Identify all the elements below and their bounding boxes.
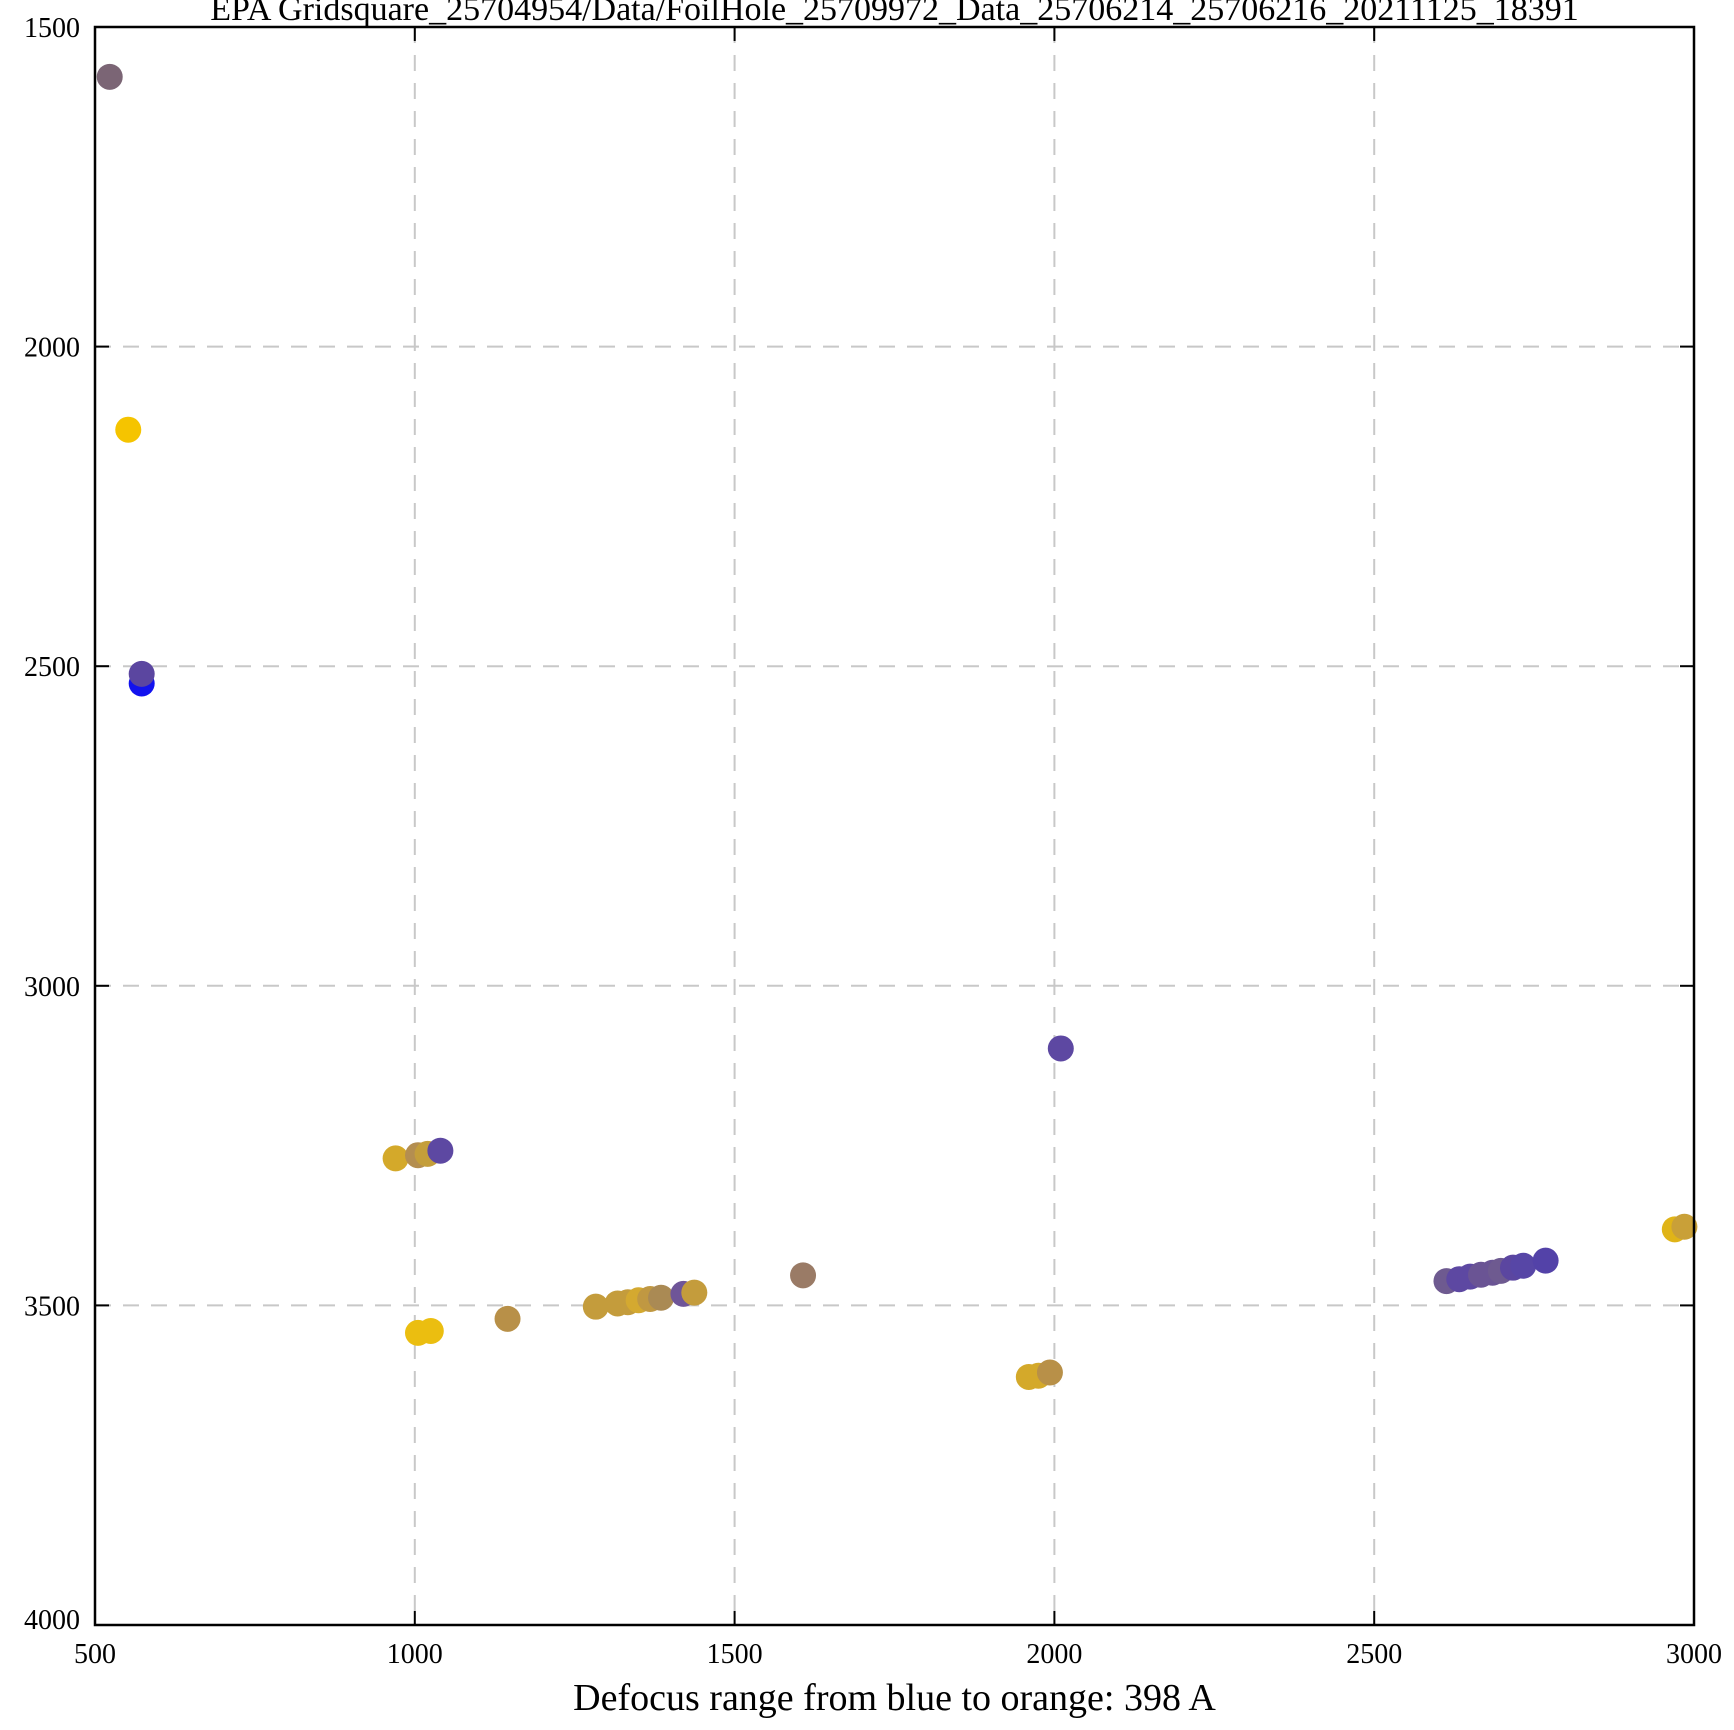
axis-ticks: 500 1000 1500 2000 2500 3000 1500 2000 2500 3000 3… (24, 13, 1722, 1670)
scatter-point (128, 660, 155, 687)
x-tick-label: 3000 (1666, 1639, 1722, 1670)
scatter-point (648, 1284, 675, 1311)
scatter-point (417, 1317, 444, 1344)
x-tick-label: 2000 (1026, 1639, 1082, 1670)
scatter-point (681, 1279, 708, 1306)
y-tick-label: 3500 (24, 1291, 80, 1322)
y-tick-label: 1500 (24, 13, 80, 44)
scatter-point (1510, 1252, 1537, 1279)
x-tick-label: 500 (74, 1639, 116, 1670)
y-tick-label: 4000 (24, 1605, 80, 1636)
grid-lines (95, 27, 1694, 1625)
scatter-point (582, 1293, 609, 1320)
y-tick-label: 2500 (24, 652, 80, 683)
scatter-point (1036, 1359, 1063, 1386)
y-tick-label: 3000 (24, 972, 80, 1003)
scatter-point (790, 1262, 817, 1289)
scatter-point (96, 63, 123, 90)
x-axis-title: Defocus range from blue to orange: 398 A (573, 1677, 1216, 1719)
scatter-point (115, 416, 142, 443)
x-tick-label: 1500 (707, 1639, 763, 1670)
y-tick-label: 2000 (24, 333, 80, 364)
plot-frame (93, 25, 1696, 1627)
scatter-point (382, 1145, 409, 1172)
data-points (96, 63, 1698, 1390)
scatter-point (427, 1137, 454, 1164)
scatter-point (1671, 1213, 1698, 1240)
x-tick-label: 1000 (387, 1639, 443, 1670)
scatter-point (494, 1305, 521, 1332)
scatter-point (1532, 1247, 1559, 1274)
scatter-point (1047, 1035, 1074, 1062)
x-tick-label: 2500 (1346, 1639, 1402, 1670)
chart-title: EPA Gridsquare_25704954/Data/FoilHole_25… (210, 0, 1578, 28)
